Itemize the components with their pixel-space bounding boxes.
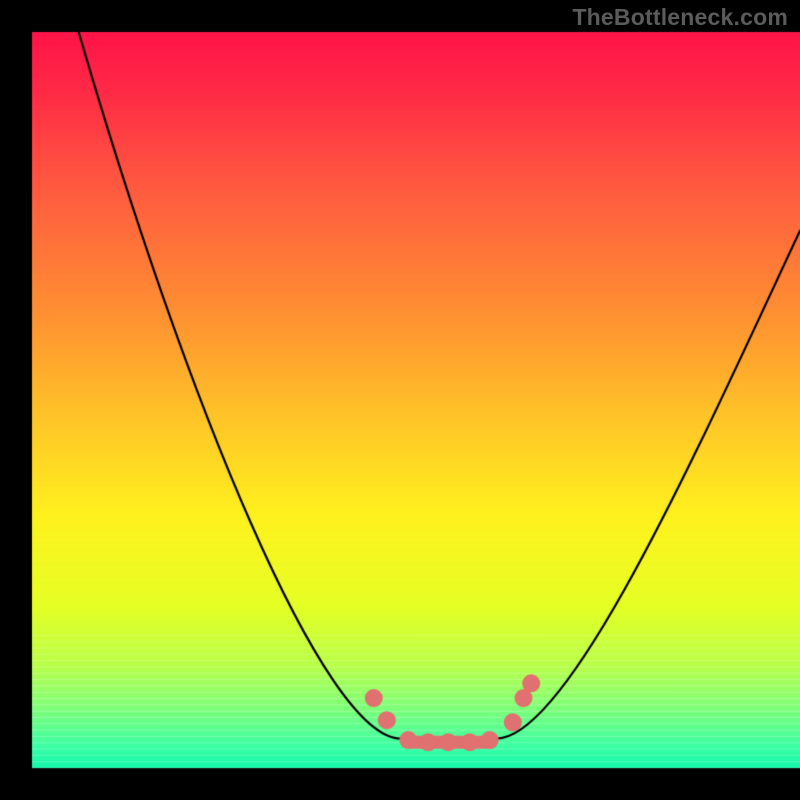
watermark-label: TheBottleneck.com: [572, 4, 788, 31]
chart-canvas: [0, 0, 800, 800]
chart-stage: TheBottleneck.com: [0, 0, 800, 800]
